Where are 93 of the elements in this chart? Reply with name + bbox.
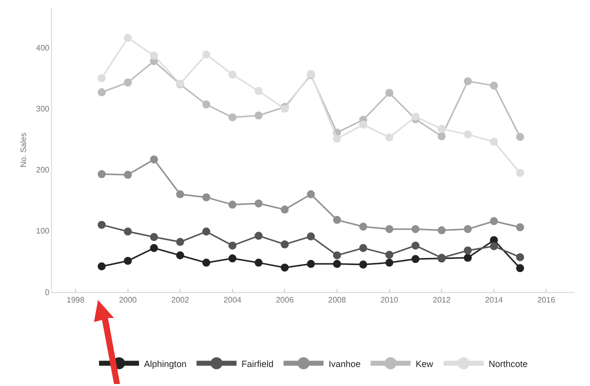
- point: [150, 52, 158, 60]
- point: [438, 124, 446, 133]
- point: [516, 132, 524, 141]
- point: [516, 223, 524, 232]
- point: [176, 190, 184, 198]
- point: [385, 133, 394, 142]
- point: [333, 260, 342, 268]
- point: [385, 225, 394, 234]
- point: [150, 155, 158, 164]
- point: [124, 78, 132, 87]
- point: [306, 232, 315, 240]
- point: [359, 222, 368, 231]
- x-tick-label: 2002: [171, 296, 190, 305]
- legend-label: Kew: [416, 358, 434, 369]
- point: [176, 238, 184, 246]
- x-tick-label: 2016: [537, 296, 556, 305]
- point: [359, 244, 368, 252]
- point: [464, 77, 472, 86]
- point: [411, 242, 420, 250]
- x-tick-label: 2000: [118, 296, 138, 305]
- point: [98, 88, 106, 96]
- point: [464, 246, 472, 254]
- point: [254, 111, 263, 120]
- point: [98, 170, 106, 178]
- point: [124, 256, 132, 265]
- point: [490, 217, 498, 226]
- point: [306, 260, 315, 268]
- point: [438, 132, 446, 140]
- point: [202, 258, 210, 267]
- point: [411, 225, 420, 234]
- point: [202, 100, 210, 108]
- point: [254, 87, 263, 96]
- y-tick-label: 100: [36, 226, 50, 236]
- point: [516, 168, 524, 177]
- point: [124, 34, 132, 42]
- point: [254, 258, 263, 267]
- point: [385, 250, 394, 259]
- x-tick-label: 2006: [276, 296, 294, 305]
- point: [228, 113, 236, 122]
- y-tick-label: 400: [36, 44, 50, 52]
- point: [438, 226, 446, 234]
- point: [464, 254, 472, 262]
- point: [150, 233, 158, 242]
- y-tick-label: 200: [36, 166, 50, 175]
- x-tick-label: 2012: [432, 296, 452, 305]
- point: [254, 232, 263, 240]
- x-tick-label: 2010: [380, 296, 399, 305]
- point: [280, 240, 289, 248]
- point: [385, 258, 394, 267]
- point: [228, 254, 236, 262]
- x-tick-label: 2004: [224, 296, 242, 305]
- point: [98, 74, 106, 82]
- legend-label: Alphington: [144, 358, 187, 369]
- legend-label: Ivanhoe: [328, 358, 361, 369]
- legend-label: Fairfield: [242, 358, 274, 369]
- point: [490, 242, 498, 250]
- x-tick-label: 2008: [328, 296, 346, 305]
- point: [254, 199, 263, 208]
- point: [202, 193, 210, 202]
- point: [359, 260, 368, 269]
- point: [228, 200, 236, 209]
- point: [333, 216, 342, 224]
- point: [411, 112, 420, 121]
- point: [280, 264, 289, 272]
- point: [306, 190, 315, 198]
- point: [516, 253, 524, 262]
- point: [176, 251, 184, 260]
- y-tick-label: 0: [44, 288, 50, 297]
- y-tick-label: 300: [36, 104, 50, 114]
- point: [333, 134, 342, 143]
- point: [228, 70, 236, 79]
- point: [124, 170, 132, 179]
- point: [150, 244, 158, 252]
- legend-label: Northcote: [488, 358, 528, 369]
- point: [98, 262, 106, 270]
- point: [464, 225, 472, 234]
- point: [385, 88, 394, 97]
- point: [359, 120, 368, 129]
- point: [490, 138, 498, 146]
- x-tick-label: 1998: [66, 296, 85, 305]
- point: [464, 130, 472, 138]
- point: [98, 220, 106, 229]
- point: [490, 82, 498, 90]
- point: [333, 251, 342, 260]
- point: [280, 206, 289, 214]
- point: [411, 255, 420, 264]
- point: [202, 50, 210, 58]
- point: [124, 228, 132, 236]
- x-tick-label: 2014: [485, 296, 504, 305]
- point: [228, 242, 236, 250]
- point: [202, 228, 210, 236]
- point: [516, 264, 524, 272]
- y-axis-title: No. Sales: [19, 132, 28, 168]
